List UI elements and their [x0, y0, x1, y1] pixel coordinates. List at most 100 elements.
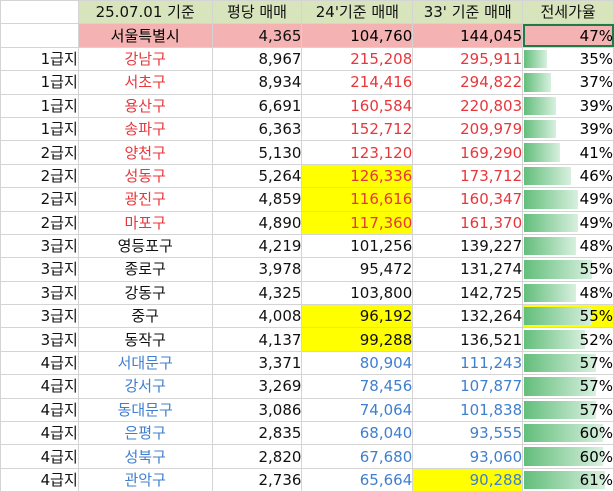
price-24-cell[interactable]: 78,456 — [301, 374, 414, 399]
district-cell[interactable]: 서울특별시 — [77, 23, 213, 48]
header-cell[interactable]: 33' 기준 매매 — [412, 0, 524, 25]
price-33-cell[interactable]: 90,288 — [412, 467, 524, 492]
grade-cell[interactable]: 4급지 — [0, 350, 79, 376]
district-cell[interactable]: 성북구 — [77, 444, 213, 469]
price-33-cell[interactable]: 169,290 — [412, 140, 524, 165]
price-33-cell[interactable]: 294,822 — [412, 70, 524, 95]
grade-cell[interactable]: 2급지 — [0, 163, 79, 189]
price-33-cell[interactable]: 101,838 — [412, 397, 524, 423]
grade-cell[interactable]: 4급지 — [0, 467, 79, 492]
grade-cell[interactable]: 1급지 — [0, 46, 79, 72]
price-24-cell[interactable]: 101,256 — [301, 233, 414, 259]
price-per-pyeong-cell[interactable]: 3,978 — [211, 257, 303, 282]
district-cell[interactable]: 송파구 — [77, 116, 213, 142]
price-24-cell[interactable]: 103,800 — [301, 280, 414, 306]
header-cell[interactable] — [0, 0, 79, 25]
jeonse-ratio-cell[interactable]: 41% — [522, 140, 614, 165]
price-per-pyeong-cell[interactable]: 2,820 — [211, 444, 303, 469]
price-24-cell[interactable]: 152,712 — [301, 116, 414, 142]
price-per-pyeong-cell[interactable]: 4,890 — [211, 210, 303, 235]
price-24-cell[interactable]: 123,120 — [301, 140, 414, 165]
jeonse-ratio-cell[interactable]: 35% — [522, 46, 614, 72]
jeonse-ratio-cell[interactable]: 60% — [522, 421, 614, 446]
price-per-pyeong-cell[interactable]: 6,691 — [211, 93, 303, 118]
price-24-cell[interactable]: 117,360 — [301, 210, 414, 235]
district-cell[interactable]: 마포구 — [77, 210, 213, 235]
district-cell[interactable]: 성동구 — [77, 163, 213, 189]
district-cell[interactable]: 강동구 — [77, 280, 213, 306]
price-24-cell[interactable]: 215,208 — [301, 46, 414, 72]
grade-cell[interactable]: 1급지 — [0, 93, 79, 118]
price-24-cell[interactable]: 67,680 — [301, 444, 414, 469]
header-cell[interactable]: 24'기준 매매 — [301, 0, 414, 25]
grade-cell[interactable]: 3급지 — [0, 304, 79, 329]
jeonse-ratio-cell[interactable]: 57% — [522, 350, 614, 376]
price-24-cell[interactable]: 68,040 — [301, 421, 414, 446]
grade-cell[interactable]: 2급지 — [0, 140, 79, 165]
district-cell[interactable]: 종로구 — [77, 257, 213, 282]
jeonse-ratio-cell[interactable]: 60% — [522, 444, 614, 469]
jeonse-ratio-cell[interactable]: 39% — [522, 116, 614, 142]
jeonse-ratio-cell[interactable]: 57% — [522, 397, 614, 423]
price-24-cell[interactable]: 95,472 — [301, 257, 414, 282]
jeonse-ratio-cell[interactable]: 49% — [522, 210, 614, 235]
jeonse-ratio-cell[interactable]: 48% — [522, 233, 614, 259]
price-per-pyeong-cell[interactable]: 2,835 — [211, 421, 303, 446]
price-33-cell[interactable]: 209,979 — [412, 116, 524, 142]
grade-cell[interactable]: 2급지 — [0, 210, 79, 235]
district-cell[interactable]: 서초구 — [77, 70, 213, 95]
price-24-cell[interactable]: 160,584 — [301, 93, 414, 118]
header-cell[interactable]: 평당 매매 — [211, 0, 303, 25]
price-24-cell[interactable]: 126,336 — [301, 163, 414, 189]
jeonse-ratio-cell[interactable]: 61% — [522, 467, 614, 492]
price-24-cell[interactable]: 116,616 — [301, 187, 414, 212]
price-33-cell[interactable]: 107,877 — [412, 374, 524, 399]
grade-cell[interactable]: 4급지 — [0, 444, 79, 469]
price-24-cell[interactable]: 99,288 — [301, 327, 414, 352]
district-cell[interactable]: 용산구 — [77, 93, 213, 118]
grade-cell[interactable]: 3급지 — [0, 280, 79, 306]
district-cell[interactable]: 강서구 — [77, 374, 213, 399]
price-33-cell[interactable]: 93,060 — [412, 444, 524, 469]
grade-cell[interactable]: 3급지 — [0, 257, 79, 282]
grade-cell[interactable]: 3급지 — [0, 233, 79, 259]
grade-cell[interactable]: 4급지 — [0, 421, 79, 446]
grade-cell[interactable]: 3급지 — [0, 327, 79, 352]
jeonse-ratio-cell[interactable]: 48% — [522, 280, 614, 306]
price-24-cell[interactable]: 214,416 — [301, 70, 414, 95]
district-cell[interactable]: 강남구 — [77, 46, 213, 72]
price-per-pyeong-cell[interactable]: 4,137 — [211, 327, 303, 352]
jeonse-ratio-cell[interactable]: 49% — [522, 187, 614, 212]
price-33-cell[interactable]: 136,521 — [412, 327, 524, 352]
price-per-pyeong-cell[interactable]: 5,130 — [211, 140, 303, 165]
jeonse-ratio-cell[interactable]: 37% — [522, 70, 614, 95]
price-24-cell[interactable]: 74,064 — [301, 397, 414, 423]
price-24-cell[interactable]: 104,760 — [301, 23, 414, 48]
grade-cell[interactable]: 2급지 — [0, 187, 79, 212]
price-per-pyeong-cell[interactable]: 4,219 — [211, 233, 303, 259]
header-cell[interactable]: 전세가율 — [522, 0, 614, 25]
district-cell[interactable]: 관악구 — [77, 467, 213, 492]
price-33-cell[interactable]: 111,243 — [412, 350, 524, 376]
price-per-pyeong-cell[interactable]: 8,967 — [211, 46, 303, 72]
district-cell[interactable]: 동대문구 — [77, 397, 213, 423]
district-cell[interactable]: 광진구 — [77, 187, 213, 212]
jeonse-ratio-cell[interactable]: 52% — [522, 327, 614, 352]
district-cell[interactable]: 중구 — [77, 304, 213, 329]
price-per-pyeong-cell[interactable]: 4,365 — [211, 23, 303, 48]
price-24-cell[interactable]: 80,904 — [301, 350, 414, 376]
price-24-cell[interactable]: 96,192 — [301, 304, 414, 329]
jeonse-ratio-cell[interactable]: 57% — [522, 374, 614, 399]
jeonse-ratio-cell[interactable]: 55% — [522, 257, 614, 282]
price-per-pyeong-cell[interactable]: 5,264 — [211, 163, 303, 189]
price-33-cell[interactable]: 131,274 — [412, 257, 524, 282]
price-per-pyeong-cell[interactable]: 4,859 — [211, 187, 303, 212]
price-per-pyeong-cell[interactable]: 3,371 — [211, 350, 303, 376]
price-33-cell[interactable]: 295,911 — [412, 46, 524, 72]
price-33-cell[interactable]: 160,347 — [412, 187, 524, 212]
district-cell[interactable]: 은평구 — [77, 421, 213, 446]
district-cell[interactable]: 양천구 — [77, 140, 213, 165]
price-per-pyeong-cell[interactable]: 6,363 — [211, 116, 303, 142]
price-per-pyeong-cell[interactable]: 8,934 — [211, 70, 303, 95]
